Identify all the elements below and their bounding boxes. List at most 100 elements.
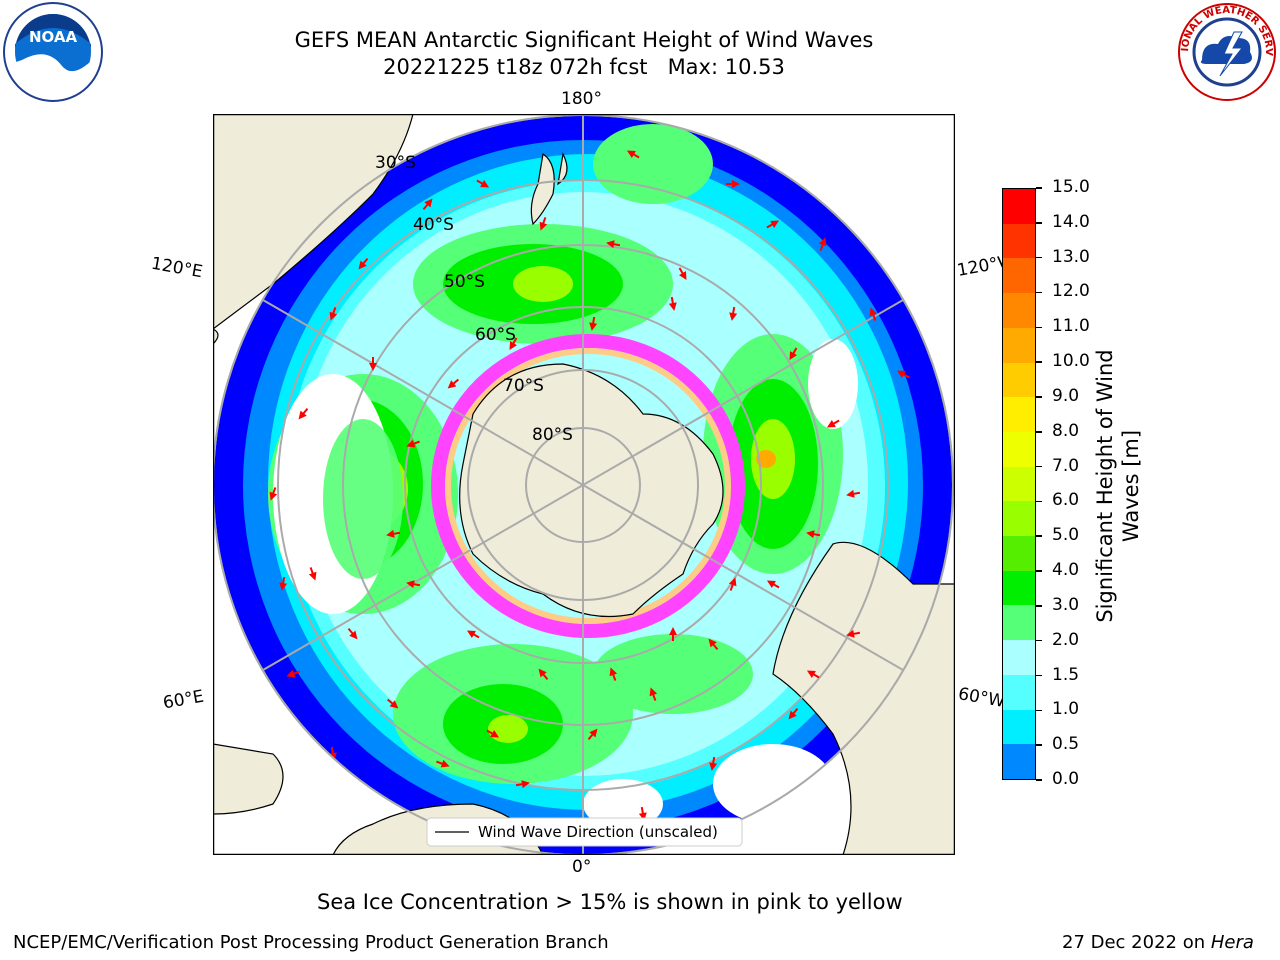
colorbar-tick-label: 7.0 (1052, 455, 1080, 476)
colorbar (1002, 188, 1036, 780)
wave-direction-arrow-icon (678, 267, 687, 281)
lat-label-30: 30°S (375, 153, 416, 173)
sea-ice-note: Sea Ice Concentration > 15% is shown in … (317, 890, 903, 914)
colorbar-tick (1036, 639, 1042, 642)
sea-ice-ring (431, 334, 745, 638)
wave-direction-arrow-icon (806, 670, 820, 679)
colorbar-segment (1003, 362, 1035, 398)
colorbar-tick (1036, 500, 1042, 503)
lon-label-120e: 120°E (149, 253, 205, 283)
colorbar-tick-label: 8.0 (1052, 420, 1080, 441)
colorbar-label-line1: Significant Height of Wind (1093, 349, 1117, 623)
colorbar-tick-label: 0.5 (1052, 734, 1080, 755)
noaa-logo-text: NOAA (29, 28, 78, 46)
wave-direction-arrow-icon (818, 237, 827, 251)
nws-logo-icon: NATIONAL WEATHER SERVICE (1172, 0, 1278, 102)
colorbar-tick-label: 12.0 (1052, 281, 1090, 302)
wave-direction-arrow-icon (358, 257, 369, 270)
wave-direction-arrow-icon (789, 347, 798, 361)
wave-direction-arrow-icon (788, 707, 799, 720)
wave-direction-arrow-icon (728, 577, 737, 591)
wave-direction-arrow-icon (766, 580, 780, 589)
wave-direction-arrow-icon (826, 419, 840, 428)
wave-direction-arrow-icon (286, 669, 300, 678)
colorbar-tick-label: 0.0 (1052, 769, 1080, 789)
colorbar-tick-label: 1.5 (1052, 664, 1080, 685)
colorbar-tick-label: 9.0 (1052, 385, 1080, 406)
wave-direction-arrow-icon (726, 180, 740, 188)
footer-credit: NCEP/EMC/Verification Post Processing Pr… (13, 932, 609, 953)
colorbar-tick (1036, 187, 1042, 189)
colorbar-segment (1003, 674, 1035, 710)
title-line-2: 20221225 t18z 072h fcst Max: 10.53 (383, 55, 785, 79)
wave-direction-arrow-icon (422, 198, 433, 211)
colorbar-tick (1036, 326, 1042, 329)
colorbar-segment (1003, 431, 1035, 467)
wave-direction-arrow-icon (386, 529, 401, 538)
wave-direction-arrow-icon (626, 150, 640, 159)
colorbar-tick-label: 2.0 (1052, 629, 1080, 650)
colorbar-segment (1003, 223, 1035, 259)
colorbar-tick (1036, 744, 1042, 746)
colorbar-tick (1036, 570, 1042, 572)
wave-direction-arrow-icon (406, 580, 421, 589)
wave-direction-arrow-icon (668, 296, 677, 311)
lon-label-0: 0° (572, 857, 592, 877)
colorbar-segment (1003, 258, 1035, 294)
colorbar-tick (1036, 674, 1042, 677)
wave-max-spot (756, 450, 776, 468)
colorbar-segment (1003, 293, 1035, 328)
lat-label-40: 40°S (413, 215, 454, 235)
colorbar-tick (1036, 396, 1042, 398)
graticule (213, 115, 953, 855)
colorbar-segment (1003, 709, 1035, 745)
colorbar-segment (1003, 744, 1035, 779)
wave-direction-arrow-icon (539, 217, 548, 231)
colorbar-tick-label: 4.0 (1052, 560, 1080, 581)
wave-direction-arrow-icon (638, 806, 647, 821)
colorbar-tick (1036, 222, 1042, 224)
colorbar-segment (1003, 570, 1035, 606)
wave-direction-arrow-icon (386, 698, 399, 709)
colorbar-segment (1003, 466, 1035, 502)
wave-direction-arrow-icon (298, 407, 309, 420)
lat-label-50: 50°S (444, 272, 485, 292)
wave-direction-arrow-icon (609, 667, 618, 681)
colorbar-segment (1003, 605, 1035, 641)
colorbar-segment (1003, 397, 1035, 432)
colorbar-tick (1036, 361, 1042, 363)
wave-direction-arrow-icon (766, 220, 780, 229)
wave-direction-arrow-icon (806, 530, 821, 539)
colorbar-ticks: 15.0 14.0 13.0 12.0 11.0 10.0 9.0 8.0 7.0 6.0 5.0 4… (1036, 177, 1096, 789)
wave-direction-arrow-icon (436, 759, 450, 768)
colorbar-segment (1003, 501, 1035, 537)
map-frame (212, 113, 956, 856)
colorbar-segment (1003, 536, 1035, 571)
map-svg: Wind Wave Direction (unscaled) 30°S 40°S… (212, 113, 956, 856)
wave-direction-arrow-icon (869, 307, 878, 321)
colorbar-tick-label: 6.0 (1052, 490, 1080, 511)
colorbar-tick (1036, 779, 1042, 781)
map-legend: Wind Wave Direction (unscaled) (426, 817, 743, 847)
map-title: GEFS MEAN Antarctic Significant Height o… (184, 27, 984, 81)
colorbar-segment (1003, 327, 1035, 363)
wave-direction-arrow-icon (329, 307, 338, 321)
wave-direction-arrow-icon (369, 357, 377, 371)
wave-direction-arrow-icon (279, 576, 288, 591)
wave-direction-arrow-icon (328, 746, 337, 761)
colorbar-tick-label: 13.0 (1052, 246, 1090, 267)
wave-direction-arrow-icon (347, 627, 358, 640)
title-line-1: GEFS MEAN Antarctic Significant Height o… (294, 28, 874, 52)
wave-direction-arrow-icon (896, 370, 910, 379)
colorbar-segment (1003, 189, 1035, 224)
lon-label-60e: 60°E (161, 686, 206, 714)
wave-direction-arrow-icon (709, 756, 718, 771)
noaa-logo-icon: NOAA (2, 2, 104, 102)
sea-ice-inner (445, 348, 731, 624)
wave-direction-arrow-icon (308, 567, 317, 581)
ocean-disc (213, 115, 953, 855)
wave-direction-arrow-icon (649, 687, 658, 701)
lat-label-60: 60°S (475, 325, 516, 345)
wave-direction-arrow-icon (606, 240, 621, 249)
wave-direction-arrow-icon (447, 378, 460, 389)
